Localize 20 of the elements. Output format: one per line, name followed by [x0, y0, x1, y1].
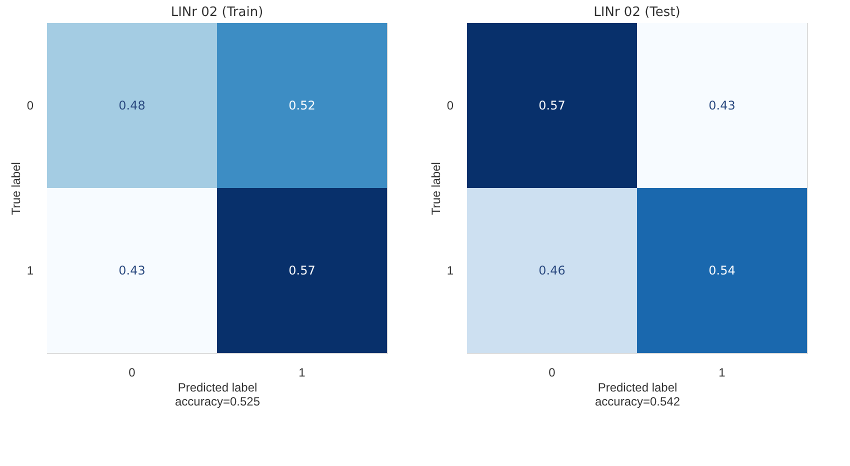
data-label: 0.43: [118, 264, 146, 278]
data-label: 0.57: [538, 98, 566, 112]
chart-title: LINr 02 (Test): [594, 5, 680, 20]
x-axis-title: Predicted label: [598, 380, 678, 394]
data-label: 0.48: [118, 98, 146, 112]
x-tick-label: 1: [718, 366, 726, 380]
x-tick-label: 1: [298, 366, 306, 380]
data-label: 0.43: [708, 98, 736, 112]
y-axis-title: True label: [428, 162, 443, 215]
chart-title: LINr 02 (Train): [170, 5, 264, 20]
data-label: 0.46: [538, 264, 566, 278]
x-tick-label: 0: [128, 366, 136, 380]
text: accuracy=0.525: [174, 394, 260, 408]
data-label: 0.54: [708, 264, 736, 278]
text: accuracy=0.542: [594, 394, 680, 408]
x-axis-title: Predicted label: [178, 380, 258, 394]
y-axis-title: True label: [8, 162, 23, 215]
x-tick-label: 0: [548, 366, 556, 380]
data-label: 0.57: [288, 264, 316, 278]
data-label: 0.52: [288, 98, 316, 112]
